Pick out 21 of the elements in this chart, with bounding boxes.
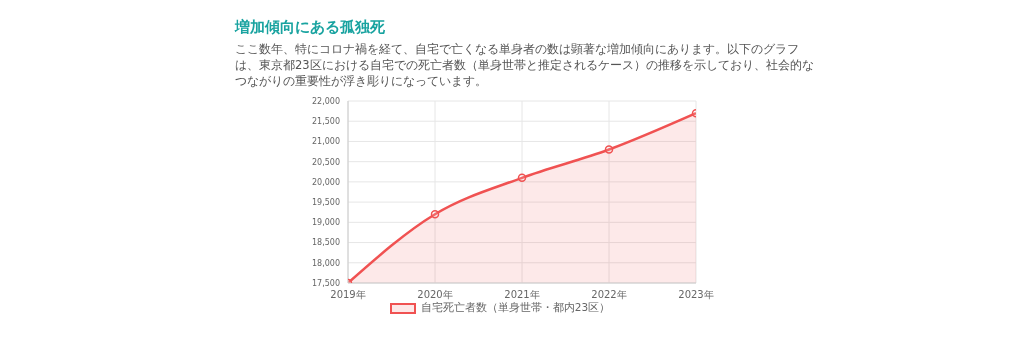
point bbox=[517, 173, 527, 183]
y-tick-label: 21,000 bbox=[312, 137, 340, 147]
y-tick-label: 17,500 bbox=[312, 278, 340, 288]
y-tick-label: 22,000 bbox=[312, 96, 340, 106]
x-tick-label: 2020年 bbox=[417, 289, 453, 301]
chart-subtitle: ここ数年、特にコロナ禍を経て、自宅で亡くなる単身者の数は顕著な増加傾向にあります。以下のグラフは、東京都23区における自宅での死亡者数（単身世帯と推定されるケース）の推移を示しており、社会的なつながりの重要性が浮き彫りになっています。 bbox=[235, 41, 815, 89]
chart-title: 増加傾向にある孤独死 bbox=[235, 18, 386, 37]
x-tick-label: 2021年 bbox=[504, 289, 540, 301]
y-tick-label: 19,500 bbox=[312, 197, 340, 207]
point bbox=[430, 209, 440, 219]
x-tick-label: 2023年 bbox=[678, 289, 714, 301]
y-tick-label: 18,000 bbox=[312, 258, 340, 268]
x-tick-label: 2019年 bbox=[330, 289, 366, 301]
y-tick-label: 20,000 bbox=[312, 177, 340, 187]
y-tick-label: 21,500 bbox=[312, 117, 340, 127]
x-tick-label: 2022年 bbox=[591, 289, 627, 301]
y-tick-label: 20,500 bbox=[312, 157, 340, 167]
y-tick-label: 19,000 bbox=[312, 218, 340, 228]
legend-label: 自宅死亡者数（単身世帯・都内23区） bbox=[420, 301, 611, 315]
y-tick-label: 18,500 bbox=[312, 238, 340, 248]
point bbox=[604, 145, 614, 154]
